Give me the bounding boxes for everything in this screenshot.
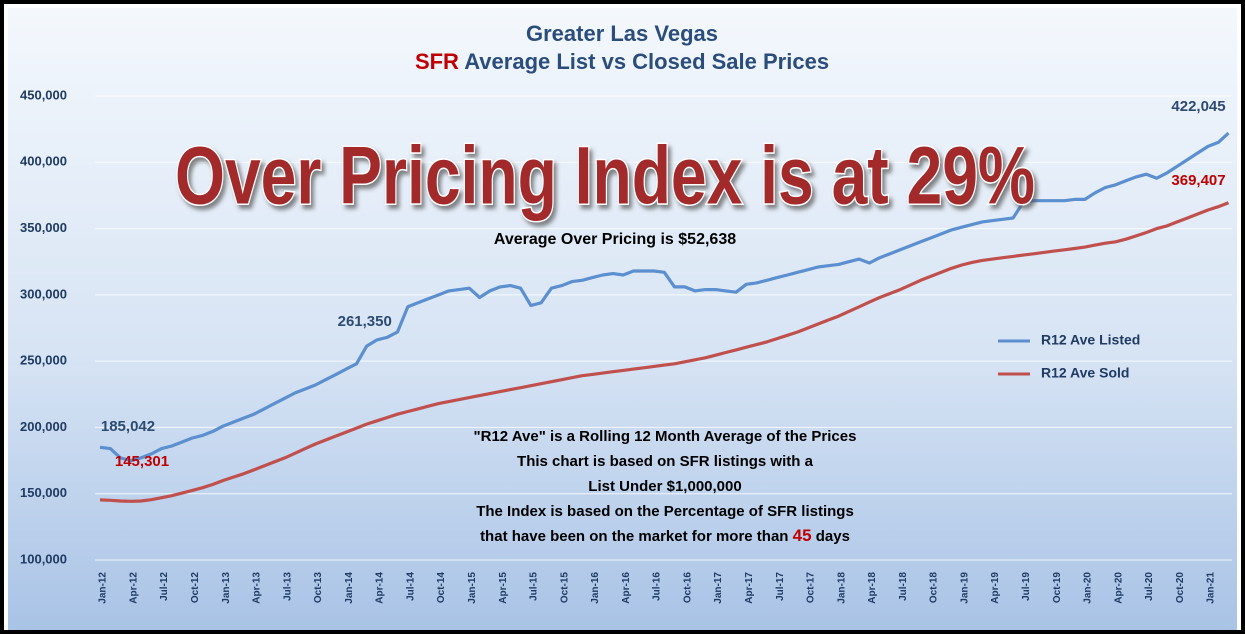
x-tick-label: Oct-16 (682, 572, 693, 604)
y-tick-label: 150,000 (20, 485, 67, 500)
x-tick-label: Jul-19 (1021, 572, 1032, 601)
note-highlight: 45 (793, 526, 812, 545)
data-label: 145,301 (115, 453, 169, 470)
x-tick-label: Jan-16 (590, 572, 601, 604)
x-tick-label: Oct-19 (1052, 572, 1063, 604)
x-tick-label: Oct-12 (190, 572, 201, 604)
series-line (99, 201, 1230, 503)
note-line: The Index is based on the Percentage of … (476, 503, 854, 520)
x-tick-label: Jan-21 (1206, 572, 1217, 604)
y-tick-label: 200,000 (20, 419, 67, 434)
x-tick-label: Jan-19 (959, 572, 970, 604)
x-tick-label: Apr-14 (375, 572, 386, 604)
x-tick-label: Jan-15 (467, 572, 478, 604)
legend: R12 Ave Listed R12 Ave Sold (998, 332, 1140, 381)
x-tick-label: Apr-20 (1113, 572, 1124, 604)
headline: Over Pricing Index is at 29% (175, 131, 1035, 222)
y-tick-label: 250,000 (20, 353, 67, 368)
x-tick-label: Oct-15 (559, 572, 570, 604)
data-label: 261,350 (338, 313, 392, 330)
x-tick-label: Jul-15 (529, 572, 540, 601)
x-tick-label: Jul-13 (282, 572, 293, 601)
x-tick-label: Apr-13 (252, 572, 263, 604)
data-label: 185,042 (101, 418, 155, 435)
chart-title: Greater Las Vegas (526, 21, 718, 46)
x-tick-label: Oct-17 (806, 572, 817, 604)
x-tick-label: Jan-12 (98, 572, 109, 604)
x-tick-label: Apr-17 (744, 572, 755, 604)
note-line: "R12 Ave" is a Rolling 12 Month Average … (474, 428, 857, 445)
x-tick-label: Oct-13 (313, 572, 324, 604)
x-tick-label: Jan-18 (836, 572, 847, 604)
series-line (99, 131, 1230, 463)
note-text: that have been on the market for more th… (480, 528, 788, 545)
chart-subtitle: SFR Average List vs Closed Sale Prices (415, 49, 829, 74)
plot-background (8, 8, 1237, 630)
note-line: This chart is based on SFR listings with… (517, 453, 814, 470)
x-tick-label: Jul-20 (1144, 572, 1155, 601)
note-text: days (816, 528, 850, 545)
x-tick-label: Jan-14 (344, 572, 355, 604)
legend-label: R12 Ave Listed (1041, 332, 1140, 348)
x-tick-label: Jul-12 (159, 572, 170, 601)
x-tick-label: Jan-13 (221, 572, 232, 604)
x-tick-label: Apr-15 (498, 572, 509, 604)
y-tick-label: 450,000 (20, 87, 67, 102)
x-tick-label: Oct-20 (1175, 572, 1186, 604)
y-tick-label: 100,000 (20, 551, 67, 566)
series: 185,042 261,350 422,045 145,301 369,407 (99, 98, 1230, 503)
x-tick-label: Jul-18 (898, 572, 909, 601)
notes: "R12 Ave" is a Rolling 12 Month Average … (474, 428, 857, 546)
average-note: Average Over Pricing is $52,638 (494, 231, 736, 248)
data-label: 369,407 (1171, 172, 1225, 189)
x-tick-label: Oct-14 (436, 572, 447, 604)
note-line: that have been on the market for more th… (480, 526, 850, 545)
x-tick-label: Jul-17 (775, 572, 786, 601)
y-tick-label: 400,000 (20, 154, 67, 169)
x-tick-label: Apr-19 (990, 572, 1001, 604)
x-tick-label: Jan-20 (1083, 572, 1094, 604)
x-tick-label: Apr-18 (867, 572, 878, 604)
x-tick-label: Apr-16 (621, 572, 632, 604)
x-tick-label: Jan-17 (713, 572, 724, 604)
axes: 100,000 150,000 200,000 250,000 300,000 350,0… (20, 87, 1232, 604)
x-tick-label: Apr-12 (128, 572, 139, 604)
subtitle-highlight: SFR (415, 49, 459, 74)
x-tick-label: Oct-18 (929, 572, 940, 604)
y-tick-label: 300,000 (20, 286, 67, 301)
x-tick-label: Jul-16 (652, 572, 663, 601)
note-line: List Under $1,000,000 (588, 478, 741, 495)
x-tick-label: Jul-14 (405, 572, 416, 601)
data-label: 422,045 (1171, 98, 1225, 115)
legend-label: R12 Ave Sold (1041, 365, 1129, 381)
y-tick-label: 350,000 (20, 220, 67, 235)
subtitle-text: Average List vs Closed Sale Prices (464, 49, 829, 74)
